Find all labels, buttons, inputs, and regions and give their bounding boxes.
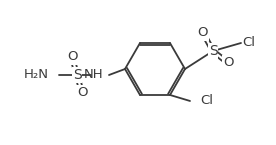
Text: S: S bbox=[73, 68, 81, 82]
Text: S: S bbox=[209, 44, 217, 58]
Text: O: O bbox=[223, 57, 233, 69]
Text: NH: NH bbox=[83, 68, 103, 81]
Text: O: O bbox=[77, 87, 87, 99]
Text: O: O bbox=[67, 50, 77, 64]
Text: Cl: Cl bbox=[200, 95, 213, 107]
Text: O: O bbox=[198, 27, 208, 39]
Text: H₂N: H₂N bbox=[24, 68, 49, 81]
Text: Cl: Cl bbox=[242, 37, 255, 49]
